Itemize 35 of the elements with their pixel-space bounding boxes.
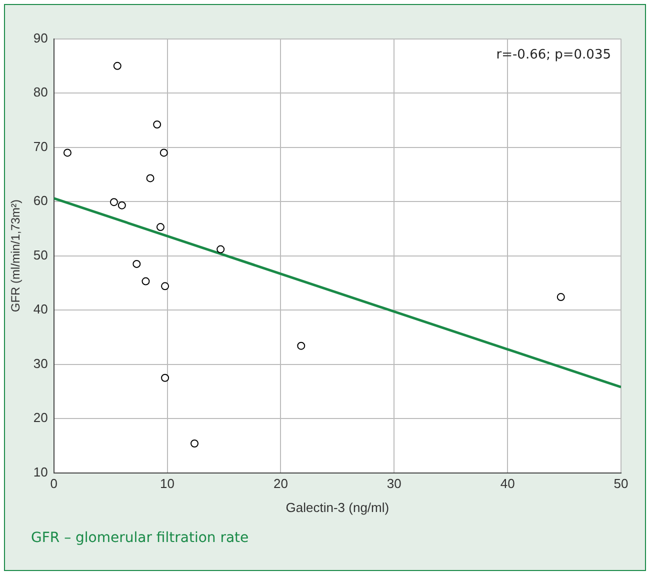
point: [146, 174, 154, 182]
point: [63, 148, 72, 157]
point: [297, 342, 306, 350]
x-tick-label: 40: [500, 476, 515, 492]
y-tick-label: 50: [33, 247, 48, 262]
point: [216, 245, 225, 254]
y-tick-label: 60: [33, 193, 48, 208]
point: [161, 374, 170, 382]
x-tick-label: 0: [50, 476, 58, 492]
y-axis-title: GFR (ml/min/1,73m²): [8, 199, 23, 312]
text: GFR – glomerular filtration rate: [31, 530, 249, 546]
point: [161, 282, 170, 290]
y-tick-label: 10: [33, 464, 48, 480]
point: [160, 148, 168, 157]
point: [556, 293, 565, 302]
point: [190, 440, 199, 448]
x-tick-label: 30: [386, 476, 402, 492]
y-tick-label: 80: [33, 84, 48, 100]
y-tick-label: 30: [33, 356, 48, 371]
point: [153, 120, 162, 129]
point: [132, 260, 141, 268]
point: [113, 62, 122, 70]
point: [118, 201, 126, 210]
x-tick-label: 10: [160, 476, 175, 492]
x-axis-title: Galectin-3 (ng/ml): [286, 500, 390, 515]
y-tick-label: 40: [33, 302, 48, 317]
y-tick-label: 70: [33, 138, 48, 154]
x-tick-label: 20: [273, 476, 288, 492]
y-tick-label: 90: [33, 30, 48, 46]
point: [110, 198, 118, 206]
annotation: r=-0.66; p=0.035: [496, 48, 611, 63]
point: [142, 277, 150, 286]
x-tick-label: 50: [614, 476, 628, 492]
point: [156, 223, 164, 232]
y-tick-label: 20: [33, 410, 48, 426]
